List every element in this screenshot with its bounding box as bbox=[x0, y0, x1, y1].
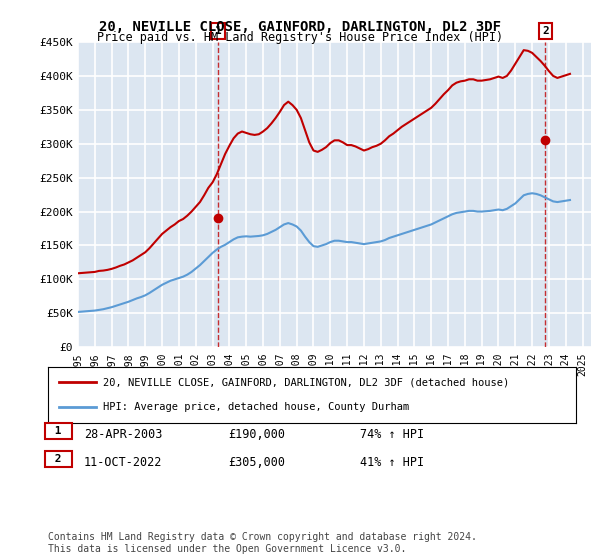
Text: HPI: Average price, detached house, County Durham: HPI: Average price, detached house, Coun… bbox=[103, 402, 410, 412]
Text: £305,000: £305,000 bbox=[228, 455, 285, 469]
Text: 20, NEVILLE CLOSE, GAINFORD, DARLINGTON, DL2 3DF (detached house): 20, NEVILLE CLOSE, GAINFORD, DARLINGTON,… bbox=[103, 377, 509, 388]
Text: 74% ↑ HPI: 74% ↑ HPI bbox=[360, 427, 424, 441]
Text: 28-APR-2003: 28-APR-2003 bbox=[84, 427, 163, 441]
Text: Price paid vs. HM Land Registry's House Price Index (HPI): Price paid vs. HM Land Registry's House … bbox=[97, 31, 503, 44]
Text: 1: 1 bbox=[48, 426, 68, 436]
Text: 2: 2 bbox=[542, 26, 548, 36]
Text: 20, NEVILLE CLOSE, GAINFORD, DARLINGTON, DL2 3DF: 20, NEVILLE CLOSE, GAINFORD, DARLINGTON,… bbox=[99, 20, 501, 34]
Text: 2: 2 bbox=[48, 454, 68, 464]
Text: 41% ↑ HPI: 41% ↑ HPI bbox=[360, 455, 424, 469]
Text: £190,000: £190,000 bbox=[228, 427, 285, 441]
Text: Contains HM Land Registry data © Crown copyright and database right 2024.
This d: Contains HM Land Registry data © Crown c… bbox=[48, 532, 477, 554]
Text: 1: 1 bbox=[215, 26, 221, 36]
Text: 11-OCT-2022: 11-OCT-2022 bbox=[84, 455, 163, 469]
